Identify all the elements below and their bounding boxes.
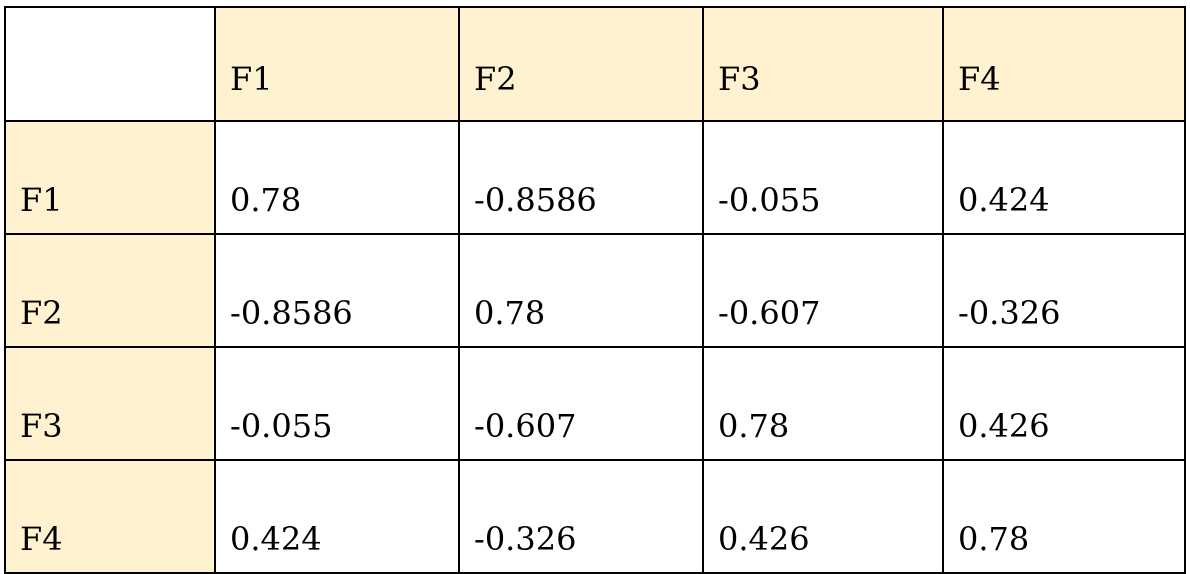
table-row: F4 0.424 -0.326 0.426 0.78 (4, 459, 1186, 574)
table-row: F1 0.78 -0.8586 -0.055 0.424 (4, 120, 1186, 235)
row-header-f3: F3 (4, 346, 216, 461)
column-header-f1: F1 (214, 6, 460, 122)
table-cell: -0.055 (702, 120, 944, 235)
corner-cell (4, 6, 216, 122)
table-cell: -0.607 (702, 233, 944, 348)
table-cell: 0.426 (702, 459, 944, 574)
column-header-f3: F3 (702, 6, 944, 122)
row-header-f2: F2 (4, 233, 216, 348)
table-cell: 0.78 (702, 346, 944, 461)
row-header-f1: F1 (4, 120, 216, 235)
table-cell: 0.424 (214, 459, 460, 574)
table-cell: 0.424 (942, 120, 1186, 235)
table-header-row: F1 F2 F3 F4 (4, 6, 1186, 122)
table-cell: -0.326 (458, 459, 704, 574)
table-cell: 0.78 (458, 233, 704, 348)
table-row: F3 -0.055 -0.607 0.78 0.426 (4, 346, 1186, 461)
column-header-f4: F4 (942, 6, 1186, 122)
table-cell: 0.426 (942, 346, 1186, 461)
table-cell: -0.8586 (458, 120, 704, 235)
table-cell: -0.607 (458, 346, 704, 461)
table-cell: 0.78 (214, 120, 460, 235)
table-cell: -0.8586 (214, 233, 460, 348)
column-header-f2: F2 (458, 6, 704, 122)
correlation-matrix-table: F1 F2 F3 F4 F1 0.78 -0.8586 -0.055 0.424… (4, 6, 1186, 574)
table-cell: -0.326 (942, 233, 1186, 348)
table-cell: -0.055 (214, 346, 460, 461)
table-row: F2 -0.8586 0.78 -0.607 -0.326 (4, 233, 1186, 348)
row-header-f4: F4 (4, 459, 216, 574)
table-cell: 0.78 (942, 459, 1186, 574)
